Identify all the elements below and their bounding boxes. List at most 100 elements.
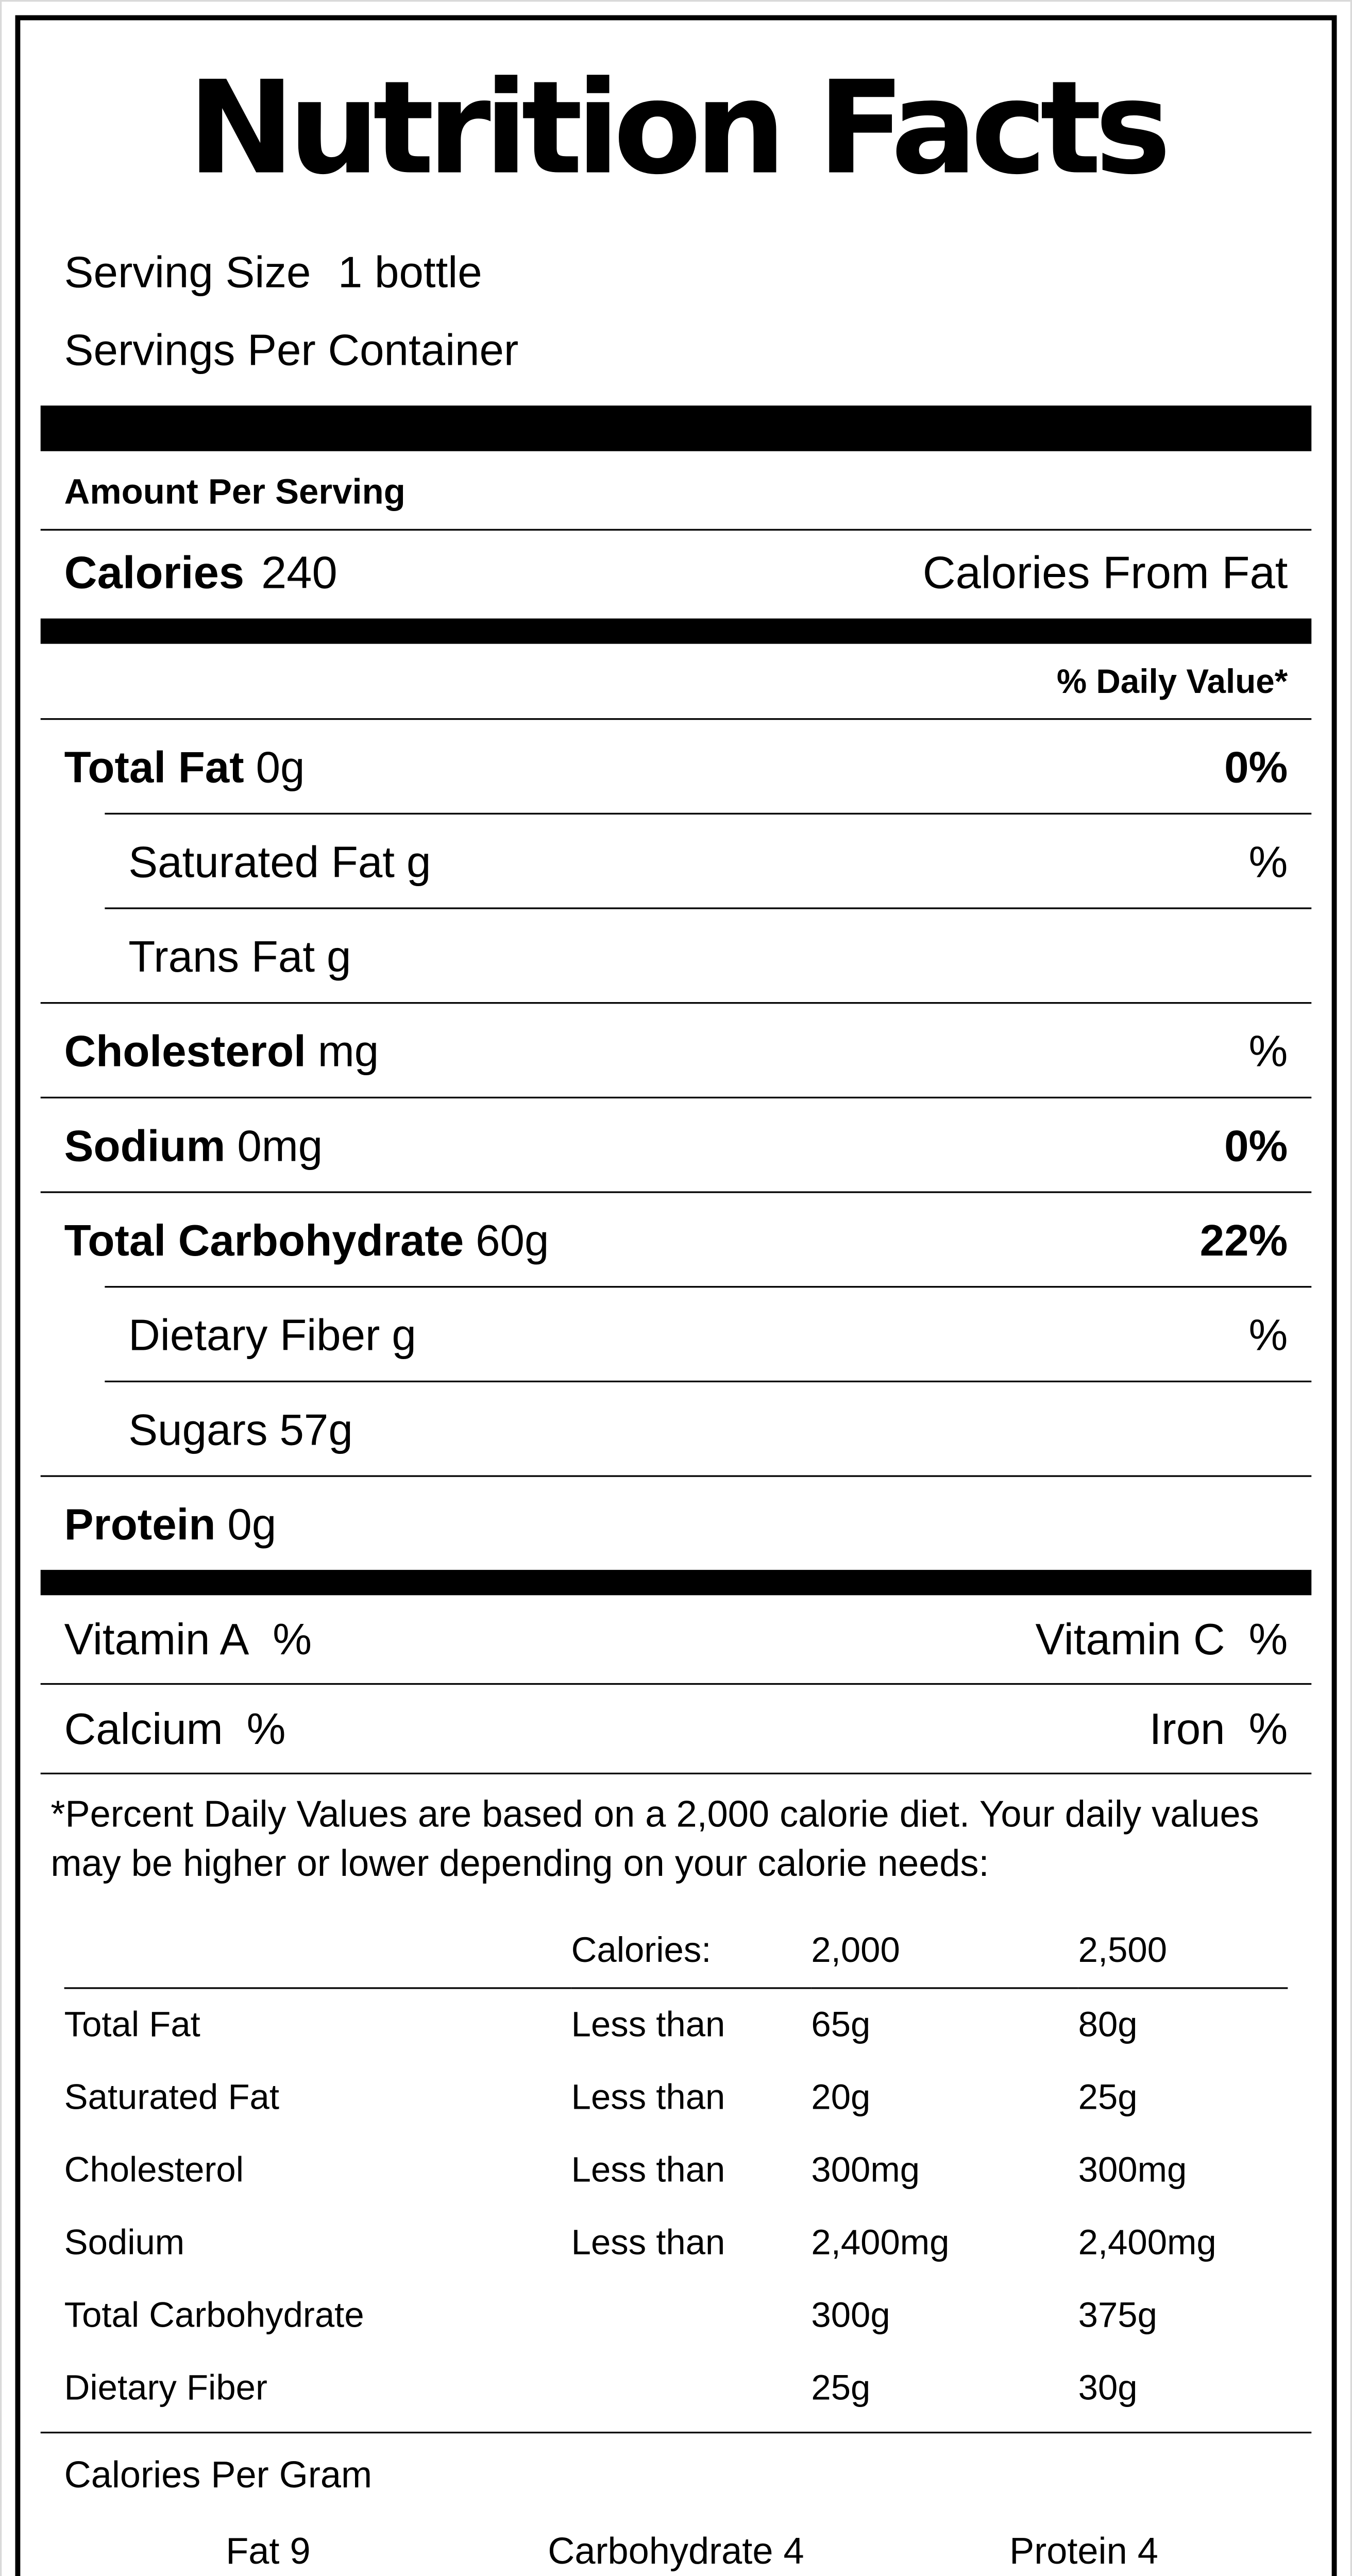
vitamin-row-a-c: Vitamin A% Vitamin C% (41, 1595, 1312, 1683)
nutrient-row-sodium: Sodium 0mg 0% (40, 1096, 1312, 1192)
table-cell-2000: 2,400mg (811, 2224, 950, 2263)
nutrient-amount: 57g (279, 1404, 353, 1455)
nutrition-facts-label: Nutrition Facts Serving Size 1 bottle Ser… (15, 15, 1337, 2576)
daily-value-header: % Daily Value* (1056, 664, 1288, 702)
nutrient-left: Sodium 0mg (64, 1121, 323, 1171)
nutrient-row-total-fat: Total Fat 0g 0% (40, 718, 1312, 813)
table-cell-qualifier: Less than (571, 2078, 725, 2117)
nutrient-dv: 0% (1224, 1120, 1288, 1172)
daily-values-footnote: *Percent Daily Values are based on a 2,0… (50, 1793, 1259, 1885)
nutrient-left: Dietary Fiber g (128, 1310, 416, 1360)
table-header-calories: Calories: (571, 1908, 812, 1989)
table-cell-2000: 65g (811, 2006, 871, 2045)
nutrient-left: Total Carbohydrate 60g (64, 1215, 549, 1265)
table-cell-2000: 300mg (811, 2151, 920, 2190)
table-cell-name: Total Carbohydrate (64, 2296, 364, 2335)
table-cell-2000: 25g (811, 2369, 871, 2408)
nutrient-left: Sugars 57g (128, 1404, 353, 1455)
cpg-fat: Fat 9 (226, 2530, 311, 2572)
nutrient-name: Sodium (64, 1120, 226, 1172)
nutrient-dv: 0% (1224, 741, 1288, 793)
divider-bar-medium (40, 618, 1312, 644)
table-cell-2500: 80g (1078, 2006, 1138, 2045)
table-header-blank (64, 1908, 571, 1989)
vitamin-pct: % (246, 1703, 286, 1754)
nutrient-row-total-carbohydrate: Total Carbohydrate 60g 22% (40, 1191, 1312, 1286)
nutrient-row-dietary-fiber: Dietary Fiber g % (105, 1286, 1312, 1381)
nutrient-amount: 0g (227, 1499, 277, 1550)
daily-values-table: Calories: 2,000 2,500 Total Fat Less tha… (41, 1897, 1288, 2425)
nutrient-name: Total Carbohydrate (64, 1215, 464, 1266)
nutrient-amount: g (406, 836, 431, 887)
table-cell-qualifier (571, 2352, 812, 2425)
calories-label: Calories (64, 547, 245, 599)
table-cell-name: Saturated Fat (64, 2078, 280, 2117)
table-cell-2500: 25g (1078, 2078, 1138, 2117)
nutrient-amount: g (327, 931, 351, 982)
calories-left: Calories 240 (64, 548, 337, 600)
divider-bar-thick (40, 405, 1312, 451)
table-cell-2500: 300mg (1078, 2151, 1187, 2190)
nutrient-row-sugars: Sugars 57g (105, 1380, 1312, 1476)
divider-hairline (40, 1772, 1312, 1774)
table-header-2500: 2,500 (1078, 1908, 1288, 1989)
table-cell-name: Total Fat (64, 2006, 200, 2045)
calories-from-fat-label: Calories From Fat (922, 547, 1288, 599)
vitamin-right: Iron% (1150, 1703, 1288, 1754)
nutrient-amount: 0g (256, 741, 305, 793)
nutrient-name: Sugars (128, 1404, 268, 1455)
vitamin-row-calcium-iron: Calcium% Iron% (40, 1683, 1312, 1773)
nutrient-left: Trans Fat g (128, 931, 351, 981)
nutrient-row-saturated-fat: Saturated Fat g % (105, 812, 1312, 908)
nutrient-name: Trans Fat (128, 931, 315, 982)
table-cell-name: Sodium (64, 2224, 185, 2263)
vitamin-right: Vitamin C% (1035, 1614, 1288, 1664)
nutrient-name: Cholesterol (64, 1025, 306, 1077)
vitamin-left: Calcium% (64, 1703, 286, 1754)
table-cell-name: Cholesterol (64, 2151, 244, 2190)
table-header-2000: 2,000 (811, 1908, 1078, 1989)
serving-size-label: Serving Size (64, 246, 311, 298)
nutrient-amount: mg (317, 1025, 379, 1077)
table-cell-qualifier (571, 2280, 812, 2352)
table-cell-qualifier: Less than (571, 2151, 725, 2190)
nutrient-dv: % (1248, 1025, 1288, 1077)
serving-size-value: 1 bottle (337, 246, 482, 298)
servings-per-container-line: Servings Per Container (64, 324, 519, 376)
table-cell-2500: 375g (1078, 2296, 1157, 2335)
nutrient-row-protein: Protein 0g (40, 1475, 1312, 1570)
vitamin-name: Iron (1149, 1703, 1225, 1754)
nutrient-dv: 22% (1199, 1215, 1288, 1266)
table-cell-2500: 2,400mg (1078, 2224, 1216, 2263)
calories-row: Calories 240 Calories From Fat (40, 529, 1312, 619)
calories-per-gram-items: Fat 9 Carbohydrate 4 Protein 4 (64, 2528, 1288, 2576)
nutrient-name: Protein (64, 1499, 216, 1550)
calories-per-gram-title: Calories Per Gram (64, 2453, 373, 2496)
nutrient-amount: 60g (476, 1215, 549, 1266)
nutrient-left: Total Fat 0g (64, 742, 305, 792)
nutrient-name: Total Fat (64, 741, 244, 793)
vitamin-name: Calcium (64, 1703, 223, 1754)
nutrient-row-trans-fat: Trans Fat g (105, 907, 1312, 1002)
cpg-carbohydrate: Carbohydrate 4 (548, 2530, 804, 2572)
serving-size-line: Serving Size 1 bottle (41, 233, 1312, 311)
vitamin-pct: % (273, 1614, 312, 1665)
nutrient-left: Saturated Fat g (128, 837, 431, 887)
nutrient-left: Protein 0g (64, 1499, 277, 1549)
divider-bar-medium (40, 1570, 1312, 1596)
vitamin-left: Vitamin A% (64, 1614, 312, 1664)
vitamin-name: Vitamin A (64, 1614, 249, 1665)
amount-per-serving-label: Amount Per Serving (64, 473, 405, 512)
label-title: Nutrition Facts (187, 52, 1171, 203)
nutrient-name: Saturated Fat (128, 836, 395, 887)
table-cell-2000: 300g (811, 2296, 890, 2335)
vitamin-pct: % (1248, 1614, 1288, 1665)
table-cell-qualifier: Less than (571, 2224, 725, 2263)
nutrient-dv: % (1248, 1310, 1288, 1361)
vitamin-pct: % (1248, 1703, 1288, 1754)
nutrient-left: Cholesterol mg (64, 1026, 379, 1076)
nutrient-name: Dietary Fiber (128, 1310, 380, 1361)
nutrient-dv: % (1248, 836, 1288, 887)
